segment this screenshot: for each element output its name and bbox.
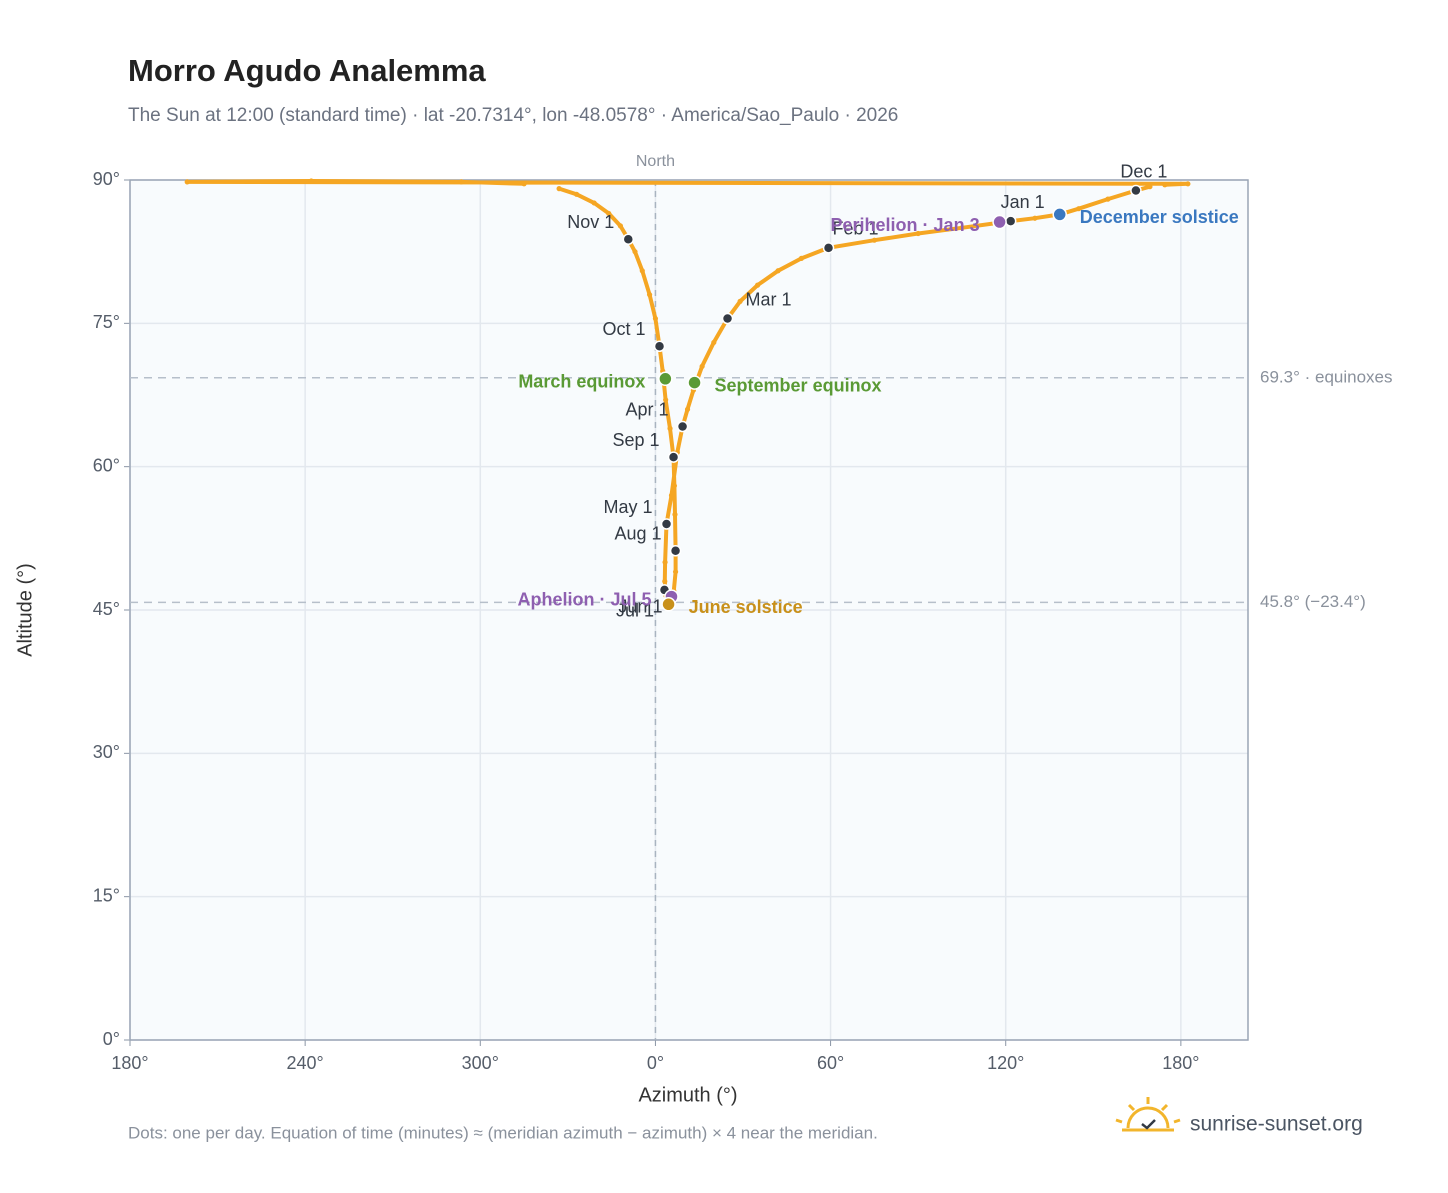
event-dot (992, 214, 1007, 230)
day-dot (1032, 215, 1038, 221)
month-label: May 1 (603, 497, 652, 517)
chart-title: Morro Agudo Analemma (128, 53, 486, 88)
event-label: June solstice (689, 597, 803, 617)
event-dot (658, 371, 673, 387)
month-label: Dec 1 (1120, 161, 1167, 181)
day-dot (959, 225, 965, 231)
day-dot (521, 181, 527, 187)
day-dot (684, 406, 691, 412)
y-tick-label: 30° (93, 742, 120, 762)
day-dot (737, 298, 743, 304)
day-dot (639, 268, 645, 274)
x-axis-title: Azimuth (°) (638, 1084, 737, 1106)
event-label: Perihelion · Jan 3 (831, 215, 980, 235)
x-tick-label: 0° (647, 1053, 664, 1073)
day-dot (646, 292, 653, 298)
day-dot (184, 179, 190, 185)
day-dot (915, 230, 921, 237)
event-label: December solstice (1080, 207, 1239, 227)
day-dot (667, 425, 673, 432)
month-dot (1130, 184, 1142, 197)
brand-logo (1115, 1097, 1181, 1132)
day-dot (574, 191, 580, 197)
month-dot (721, 312, 734, 325)
month-dot (653, 340, 666, 353)
event-dot (661, 597, 676, 612)
month-dot (669, 545, 682, 557)
day-dot (617, 223, 624, 229)
day-dot (754, 282, 761, 288)
x-tick-label: 120° (987, 1053, 1024, 1073)
day-dot (662, 559, 668, 565)
day-dot (632, 249, 638, 255)
month-label: Jun 1 (618, 597, 662, 617)
reference-label: 45.8° (−23.4°) (1260, 592, 1366, 611)
month-dot (1004, 215, 1017, 227)
y-tick-label: 0° (103, 1029, 120, 1049)
day-dot (1105, 196, 1111, 202)
month-label: Aug 1 (615, 524, 662, 544)
month-label: Nov 1 (567, 212, 614, 232)
day-dot (556, 186, 562, 192)
month-dot (822, 242, 835, 254)
month-label: Jul 1 (616, 600, 654, 620)
day-dot (1162, 182, 1168, 188)
month-dot (676, 420, 689, 433)
event-dot (687, 375, 702, 390)
brand-name: sunrise-sunset.org (1190, 1113, 1363, 1136)
day-dot (775, 268, 781, 274)
day-dot (308, 178, 314, 184)
month-label: Sep 1 (612, 430, 659, 450)
day-dot (652, 315, 659, 322)
event-label: Aphelion · Jul 5 (517, 589, 651, 609)
month-dot (622, 233, 635, 245)
day-dot (1076, 206, 1082, 212)
x-tick-label: 60° (817, 1053, 844, 1073)
event-label: September equinox (715, 375, 882, 395)
reference-label: 69.3° · equinoxes (1260, 367, 1393, 386)
month-label: Oct 1 (603, 319, 646, 339)
day-dot (671, 483, 678, 489)
y-tick-label: 45° (93, 599, 120, 619)
month-label: Feb 1 (832, 219, 878, 239)
day-dot (458, 179, 464, 185)
month-label: Apr 1 (626, 399, 669, 419)
y-tick-label: 60° (93, 455, 120, 475)
day-dot (871, 237, 877, 243)
day-dot (672, 569, 679, 575)
y-axis-title: Altitude (°) (14, 563, 36, 657)
x-tick-label: 240° (287, 1053, 324, 1073)
day-dot (668, 492, 675, 498)
x-tick-label: 180° (1162, 1053, 1199, 1073)
month-dot (667, 451, 680, 463)
month-dot (660, 518, 673, 530)
day-dot (699, 363, 705, 369)
chart-subtitle: The Sun at 12:00 (standard time) · lat -… (128, 105, 898, 126)
y-tick-label: 75° (93, 312, 120, 332)
y-tick-label: 15° (93, 885, 120, 905)
y-tick-label: 90° (93, 169, 120, 189)
day-dot (672, 511, 678, 518)
day-dot (1185, 181, 1191, 187)
event-dot (1052, 207, 1067, 222)
month-label: Mar 1 (746, 289, 792, 309)
day-dot (662, 578, 668, 584)
month-label: Jan 1 (1001, 192, 1045, 212)
plot-frame (129, 179, 1249, 1041)
x-tick-label: 300° (462, 1053, 499, 1073)
day-dot (798, 255, 804, 261)
day-dot (591, 200, 597, 206)
event-label: March equinox (518, 372, 645, 392)
day-dot (711, 339, 717, 346)
x-tick-label: 180° (111, 1053, 148, 1073)
day-dot (663, 397, 669, 403)
north-label: North (636, 153, 675, 170)
day-dot (606, 210, 612, 217)
day-dot (1147, 184, 1153, 190)
footnote: Dots: one per day. Equation of time (min… (128, 1123, 878, 1142)
